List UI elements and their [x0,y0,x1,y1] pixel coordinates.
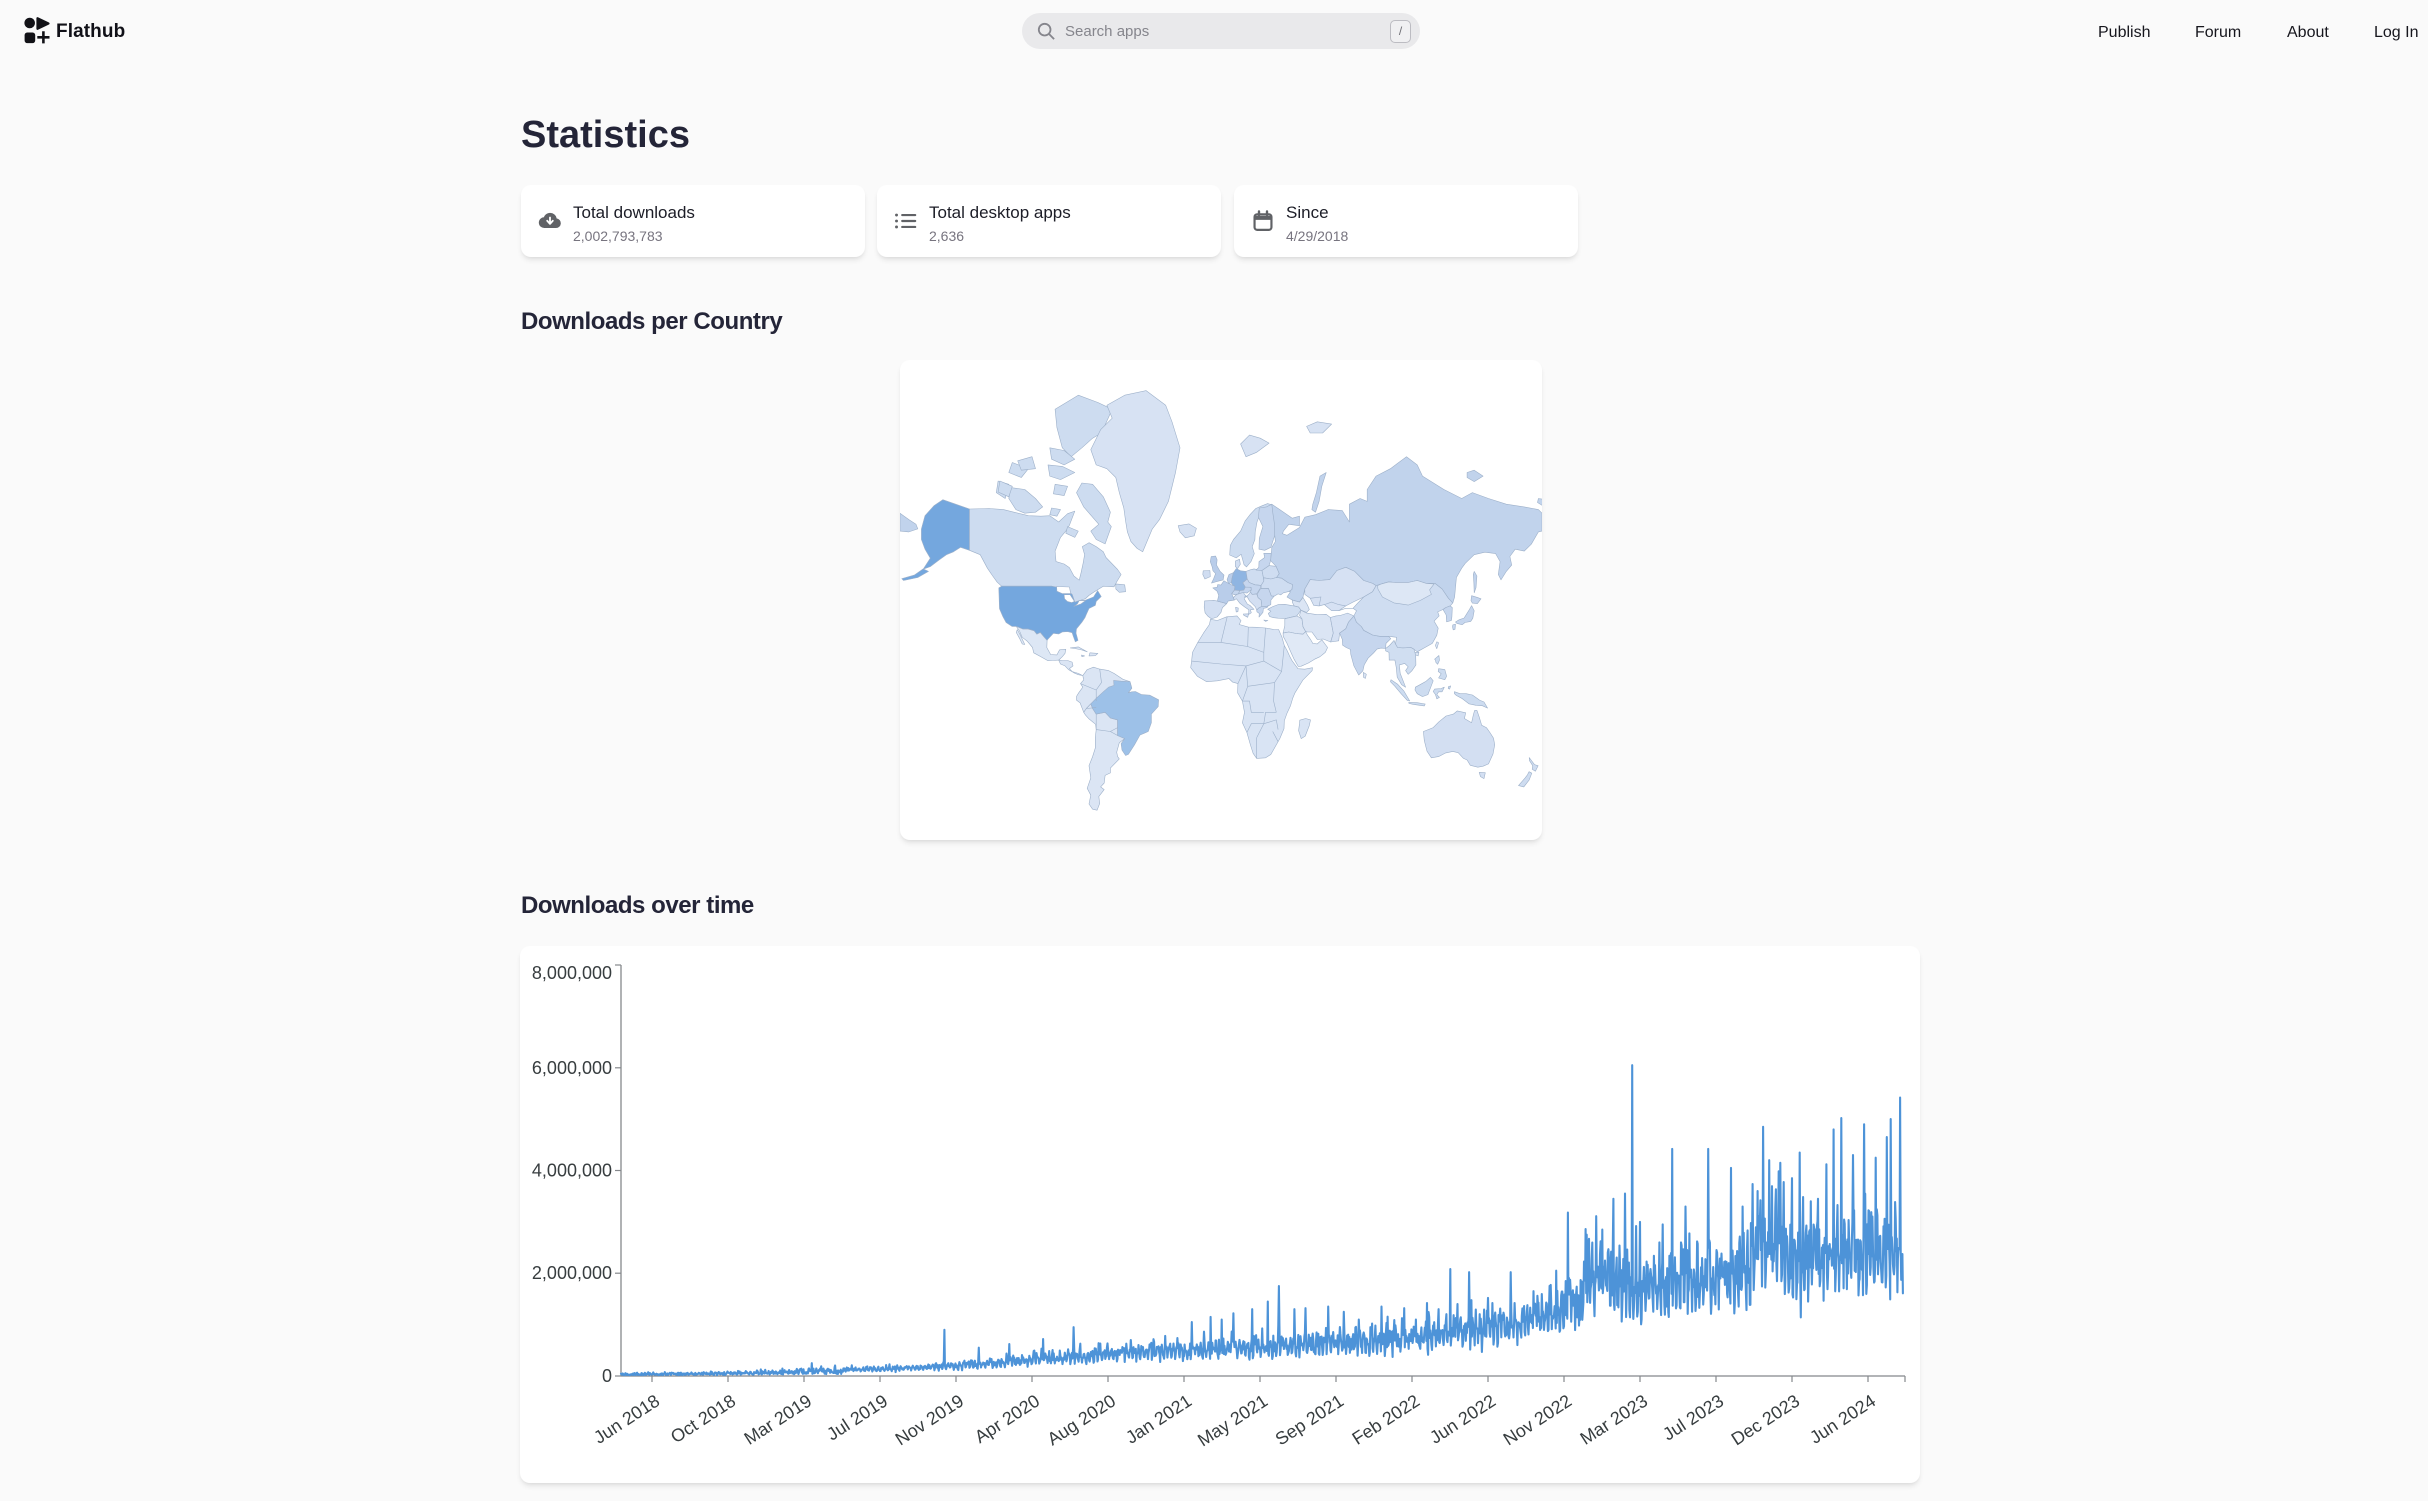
svg-text:0: 0 [602,1366,612,1386]
svg-text:Nov 2022: Nov 2022 [1500,1391,1576,1450]
svg-text:Jan 2021: Jan 2021 [1122,1391,1195,1448]
svg-text:May 2021: May 2021 [1194,1391,1271,1451]
svg-text:Nov 2019: Nov 2019 [892,1391,968,1450]
svg-text:8,000,000: 8,000,000 [532,963,612,983]
svg-text:Mar 2019: Mar 2019 [741,1391,816,1449]
svg-text:Dec 2023: Dec 2023 [1728,1391,1804,1450]
svg-text:Jul 2019: Jul 2019 [823,1391,891,1445]
svg-text:Jun 2024: Jun 2024 [1806,1391,1879,1448]
svg-text:Sep 2021: Sep 2021 [1272,1391,1348,1450]
svg-text:Mar 2023: Mar 2023 [1577,1391,1652,1449]
svg-text:6,000,000: 6,000,000 [532,1058,612,1078]
svg-text:Jul 2023: Jul 2023 [1659,1391,1727,1445]
svg-text:Aug 2020: Aug 2020 [1044,1391,1120,1450]
svg-text:Jun 2022: Jun 2022 [1426,1391,1499,1448]
svg-text:Oct 2018: Oct 2018 [667,1391,739,1448]
svg-text:Feb 2022: Feb 2022 [1348,1391,1423,1449]
svg-text:Jun 2018: Jun 2018 [590,1391,663,1448]
svg-text:Apr 2020: Apr 2020 [971,1391,1043,1448]
svg-text:4,000,000: 4,000,000 [532,1161,612,1181]
svg-text:2,000,000: 2,000,000 [532,1263,612,1283]
